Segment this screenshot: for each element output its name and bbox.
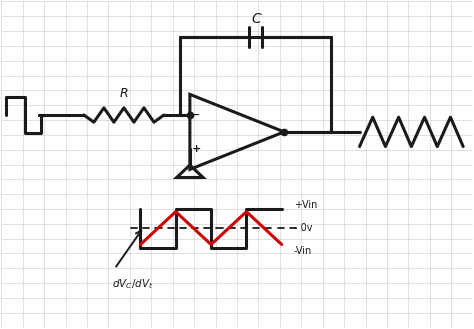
Text: −: − xyxy=(191,110,201,120)
Text: C: C xyxy=(251,12,261,26)
Text: R: R xyxy=(119,87,128,100)
Text: -Vin: -Vin xyxy=(293,246,312,256)
Text: - 0v: - 0v xyxy=(293,223,312,233)
Text: +Vin: +Vin xyxy=(293,200,317,210)
Text: $dV_C/dV_t$: $dV_C/dV_t$ xyxy=(112,277,154,291)
Text: +: + xyxy=(191,144,201,154)
